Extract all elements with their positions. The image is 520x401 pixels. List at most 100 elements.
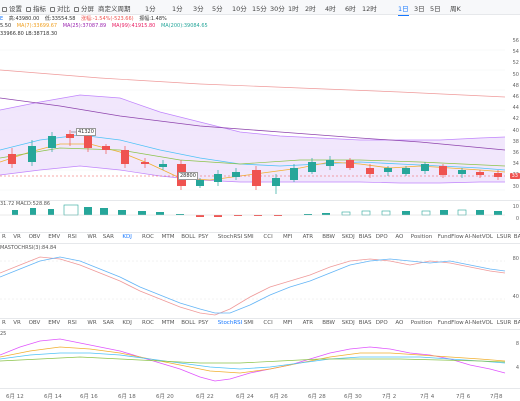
date-tick: 6月 16 <box>80 394 98 400</box>
indicator-tab-mfi[interactable]: MFI <box>283 320 293 326</box>
indicator-tab-lsur[interactable]: LSUR <box>496 234 512 240</box>
toolbar-item-18[interactable]: 3日 <box>414 3 425 13</box>
indicator-tab-r[interactable]: R <box>2 320 6 326</box>
indicator-tab-bbw[interactable]: BBW <box>322 320 335 326</box>
toolbar-item-label: 1分 <box>145 5 156 13</box>
indicator-tab-mfi[interactable]: MFI <box>283 234 293 240</box>
indicator-tab-boll[interactable]: BOLL <box>181 234 196 240</box>
indicator-tab-dpo[interactable]: DPO <box>375 234 388 240</box>
indicator-tab-cci[interactable]: CCI <box>263 234 273 240</box>
indicator-tab-bias[interactable]: BIAS <box>358 234 372 240</box>
indicator-tab-r[interactable]: R <box>2 234 6 240</box>
toolbar-item-19[interactable]: 5日 <box>430 3 441 13</box>
toolbar-item-15[interactable]: 6时 <box>345 3 356 13</box>
indicator-tab-stochrsi[interactable]: StochRSI <box>217 320 243 326</box>
date-tick: 7月 2 <box>382 394 397 400</box>
indicator-tab-rsi[interactable]: RSI <box>67 234 77 240</box>
indicator-tab-position[interactable]: Position <box>410 234 433 240</box>
toolbar-item-14[interactable]: 4时 <box>325 3 336 13</box>
ma7-value: MA(7):33699.67 <box>16 23 58 29</box>
indicator-tab-skdj[interactable]: SKDJ <box>341 234 355 240</box>
kdj-info: 25 <box>0 331 520 340</box>
toolbar-item-20[interactable]: 周K <box>450 3 461 13</box>
chart-toolbar: 设置 指标 对比 分屏 商定义周期 1分 1分 3分 5分 10分 15分 30分 1时 2时 4时 6时 12… <box>0 0 520 16</box>
indicator-tab-dpo[interactable]: DPO <box>375 320 388 326</box>
stochrsi-chart <box>0 256 506 316</box>
indicator-tab-mtm[interactable]: MTM <box>161 234 175 240</box>
indicator-tab-ai-netvol[interactable]: AI-NetVOL <box>464 234 493 240</box>
toolbar-item-13[interactable]: 2时 <box>305 3 316 13</box>
indicator-tab-vr[interactable]: VR <box>13 320 21 326</box>
toolbar-item-4[interactable]: 商定义周期 <box>98 3 131 13</box>
indicator-tab-psy[interactable]: PSY <box>198 320 209 326</box>
indicator-tab-basis[interactable]: BASIS <box>513 320 520 326</box>
indicator-tab-roc[interactable]: ROC <box>142 320 154 326</box>
volume-pane[interactable]: 31.72 MACD:528.86 <box>0 201 520 231</box>
indicator-tab-basis[interactable]: BASIS <box>513 234 520 240</box>
indicator-tab-obv[interactable]: OBV <box>28 234 41 240</box>
toolbar-item-3[interactable]: 分屏 <box>74 3 94 13</box>
toolbar-item-8[interactable]: 5分 <box>212 3 223 13</box>
indicator-tab-emv[interactable]: EMV <box>48 234 61 240</box>
indicator-tab-position[interactable]: Position <box>410 320 433 326</box>
indicator-tab-vr[interactable]: VR <box>13 234 21 240</box>
indicator-tab-atr[interactable]: ATR <box>302 234 314 240</box>
toolbar-item-16[interactable]: 12时 <box>362 3 377 13</box>
toolbar-item-label: 3分 <box>193 5 204 13</box>
toolbar-item-5[interactable]: 1分 <box>145 3 156 13</box>
toolbar-item-11[interactable]: 30分 <box>270 3 285 13</box>
indicator-tab-ao[interactable]: AO <box>395 320 404 326</box>
indicator-tab-skdj[interactable]: SKDJ <box>341 320 355 326</box>
candle <box>66 130 74 146</box>
indicator-tab-lsur[interactable]: LSUR <box>496 320 512 326</box>
toolbar-item-label: 设置 <box>9 5 22 13</box>
stochrsi-pane[interactable]: MASTOCHRSI(3):84.84 80 40 <box>0 243 520 317</box>
indicator-tab-psy[interactable]: PSY <box>198 234 209 240</box>
indicator-tab-roc[interactable]: ROC <box>142 234 154 240</box>
indicator-tab-kdj[interactable]: KDJ <box>122 234 132 240</box>
toolbar-item-label: 1分 <box>172 5 183 13</box>
indicator-tab-rsi[interactable]: RSI <box>67 320 77 326</box>
toolbar-item-7[interactable]: 3分 <box>193 3 204 13</box>
indicator-tab-stochrsi[interactable]: StochRSI <box>217 234 243 240</box>
toolbar-item-9[interactable]: 10分 <box>232 3 247 13</box>
toolbar-item-1[interactable]: 指标 <box>26 3 46 13</box>
price-tick: 34 <box>512 161 519 168</box>
indicator-tab-cci[interactable]: CCI <box>263 320 273 326</box>
price-tick: 52 <box>512 60 519 67</box>
toolbar-item-label: 2时 <box>305 5 316 13</box>
price-tick: 50 <box>512 71 519 78</box>
kdj-chart <box>0 338 506 382</box>
toolbar-item-17[interactable]: 1日 <box>398 3 409 16</box>
price-pane[interactable]: 41320 28800 5654525048464442403836343230… <box>0 38 520 200</box>
indicator-tab-wr[interactable]: WR <box>87 320 97 326</box>
kdj-pane[interactable]: 25 8 4 <box>0 329 520 388</box>
indicator-tab-sar[interactable]: SAR <box>102 320 114 326</box>
candle <box>476 170 484 178</box>
indicator-tab-smi[interactable]: SMI <box>243 234 254 240</box>
price-tick: 42 <box>512 116 519 123</box>
boll-info: 33966.80 LB:38718.30 <box>0 31 520 40</box>
indicator-tab-ai-netvol[interactable]: AI-NetVOL <box>464 320 493 326</box>
indicator-tab-boll[interactable]: BOLL <box>181 320 196 326</box>
indicator-tab-mtm[interactable]: MTM <box>161 320 175 326</box>
indicator-tab-bbw[interactable]: BBW <box>322 234 335 240</box>
indicator-tab-obv[interactable]: OBV <box>28 320 41 326</box>
indicator-tab-bias[interactable]: BIAS <box>358 320 372 326</box>
indicator-tab-atr[interactable]: ATR <box>302 320 314 326</box>
indicator-tab-wr[interactable]: WR <box>87 234 97 240</box>
toolbar-item-12[interactable]: 1时 <box>288 3 299 13</box>
indicator-tab-fundflow[interactable]: FundFlow <box>437 234 464 240</box>
indicator-tab-ao[interactable]: AO <box>395 234 404 240</box>
toolbar-item-6[interactable]: 1分 <box>172 3 183 13</box>
indicator-tab-smi[interactable]: SMI <box>243 320 254 326</box>
toolbar-item-2[interactable]: 对比 <box>50 3 70 13</box>
indicator-tab-emv[interactable]: EMV <box>48 320 61 326</box>
indicator-tab-sar[interactable]: SAR <box>102 234 114 240</box>
toolbar-item-label: 指标 <box>33 5 46 13</box>
toolbar-item-0[interactable]: 设置 <box>2 3 22 13</box>
indicator-tab-kdj[interactable]: KDJ <box>122 320 132 326</box>
indicator-tab-fundflow[interactable]: FundFlow <box>437 320 464 326</box>
toolbar-item-10[interactable]: 15分 <box>252 3 267 13</box>
ma99-line <box>0 97 506 151</box>
